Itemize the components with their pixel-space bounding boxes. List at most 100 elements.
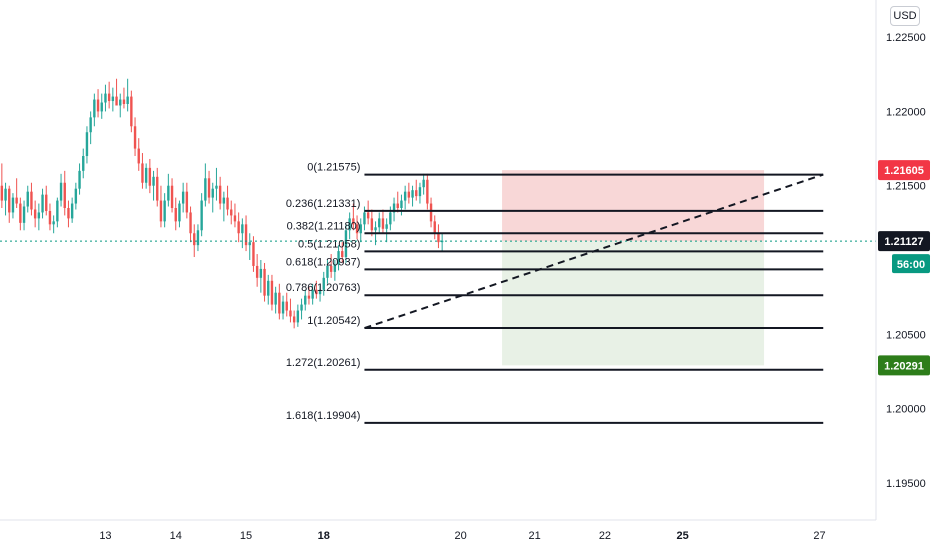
candle-body [233,215,237,222]
candle-body [378,218,381,228]
price-tag-label: 1.21127 [884,236,923,248]
candle-body [341,251,344,258]
candle-body [278,292,281,314]
candle-body [159,200,163,222]
candle-body [152,176,155,186]
price-tag-label: 1.20291 [884,360,924,372]
candle-body [337,251,340,265]
candle-body [307,295,311,299]
fib-trend-line [364,173,824,329]
candle-body [163,200,166,222]
candle-body [348,218,351,231]
candle-body [407,191,411,198]
candle-body [74,188,78,204]
candle-body [204,178,207,201]
candle-body [344,230,348,258]
candle-body [440,240,444,243]
candle-body [237,221,240,234]
candle-body [207,178,211,198]
candle-body [422,179,425,188]
fib-level-label: 0.236(1.21331) [286,198,361,210]
candle-body [33,209,37,219]
candle-body [126,96,129,104]
candle-body [211,188,214,198]
stop-loss-zone [502,170,765,242]
price-tick-label: 1.22500 [886,32,926,44]
candle-body [267,280,270,296]
candle-body [37,212,41,219]
candle-body [100,102,103,112]
candle-body [119,99,122,106]
fib-level-label: 1.272(1.20261) [286,357,361,369]
candle-body [115,96,118,106]
candle-body [255,265,259,278]
time-tick-label: 25 [677,530,689,542]
time-tick-label: 20 [455,530,467,542]
candle-body [22,206,26,223]
fib-level-label: 0.786(1.20763) [286,282,361,294]
candle-body [281,301,285,314]
candle-body [318,289,322,295]
candle-body [174,208,177,222]
candle-body [355,224,359,234]
candle-body [381,218,385,229]
candle-body [392,203,396,213]
price-tick-label: 1.22000 [886,106,926,118]
candle-body [52,221,55,225]
candle-body [244,224,248,246]
candle-body [248,242,251,246]
candle-body [167,185,170,201]
candle-body [56,200,59,222]
candle-body [304,295,307,305]
candle-body [70,203,74,219]
candle-body [178,203,181,222]
price-tag-label: 1.21605 [884,165,924,177]
fib-level-label: 1.618(1.19904) [286,410,361,422]
candle-body [59,182,63,201]
candle-body [181,191,185,204]
candle-body [193,233,196,246]
fib-level-label: 0(1.21575) [307,162,360,174]
candle-body [329,265,333,272]
candle-body [156,176,159,201]
candle-body [11,197,15,213]
candle-body [45,194,48,211]
candle-body [400,200,403,208]
candle-body [429,203,433,222]
candle-body [218,185,222,204]
price-tags: 1.21605 1.21127 1.20291 56:00 [878,160,930,376]
price-tick-label: 1.19500 [886,478,926,490]
candle-body [315,289,318,295]
candlestick-series [0,78,444,329]
take-profit-zone [502,241,765,366]
countdown-box [892,254,930,274]
candle-body [411,190,414,198]
time-axis[interactable]: 13 14 15 18 20 21 22 25 27 [99,530,825,542]
candle-body [326,265,329,278]
candle-body [322,277,325,290]
candle-body [296,310,300,323]
candle-body [418,187,422,197]
candle-body [67,208,70,219]
candle-body [96,99,100,112]
candle-body [4,188,7,201]
candle-body [26,191,29,207]
candle-body [366,212,370,219]
candle-body [385,224,388,229]
candle-body [270,280,274,305]
candle-body [82,156,85,171]
candle-body [200,200,203,231]
fibonacci-retracement[interactable]: 0(1.21575) 0.236(1.21331) 0.382(1.21180) 0.… [286,162,824,424]
price-axis[interactable]: 1.22500 1.22000 1.21500 1.20500 1.20000 1.195… [886,32,926,490]
candle-body [0,185,4,201]
candle-body [374,227,377,231]
candle-body [89,117,92,133]
candle-body [122,99,126,104]
candle-body [311,289,314,299]
currency-button[interactable]: USD [890,6,920,26]
candle-body [252,242,255,266]
price-tag-box [878,231,930,252]
candle-body [370,218,374,231]
candle-body [189,212,192,234]
